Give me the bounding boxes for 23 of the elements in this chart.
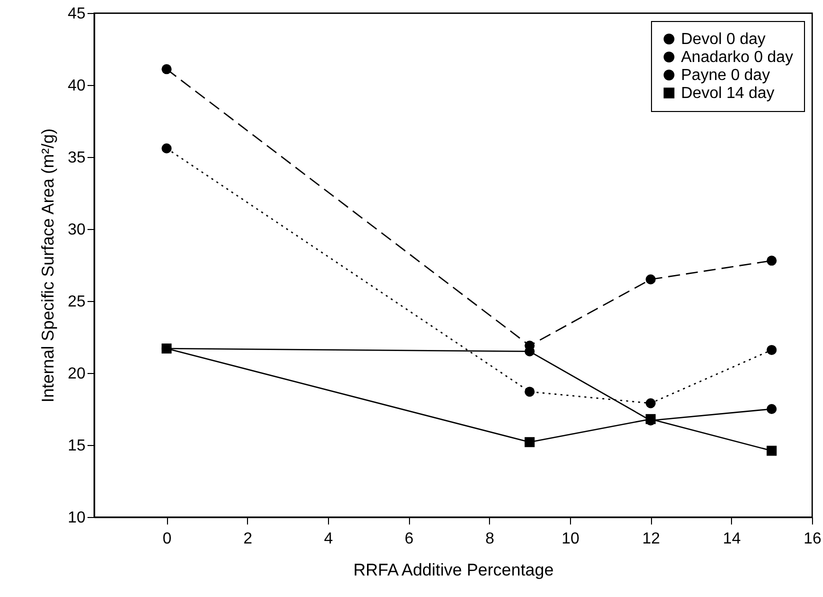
- y-tick-label: 15: [68, 438, 86, 454]
- legend-label: Devol 0 day: [681, 31, 766, 48]
- legend-label: Payne 0 day: [681, 67, 770, 84]
- legend-label: Anadarko 0 day: [681, 49, 794, 66]
- x-tick-label: 4: [324, 530, 333, 548]
- y-tick-label: 45: [68, 6, 86, 22]
- x-tick-label: 16: [804, 530, 822, 548]
- legend-label: Devol 14 day: [681, 85, 774, 102]
- x-axis-title: RRFA Additive Percentage: [353, 560, 554, 580]
- y-tick-label: 40: [68, 78, 86, 94]
- y-tick-label: 25: [68, 294, 86, 310]
- y-axis-title: Internal Specific Surface Area (m²/g): [38, 128, 58, 403]
- x-tick-label: 10: [562, 530, 580, 548]
- x-tick-label: 0: [162, 530, 172, 548]
- y-tick-label: 35: [68, 150, 86, 166]
- x-tick-label: 6: [404, 530, 414, 548]
- x-tick-label: 12: [642, 530, 660, 548]
- x-tick-label: 2: [243, 530, 252, 548]
- x-tick-label: 8: [485, 530, 494, 548]
- y-tick-label: 30: [68, 222, 86, 238]
- y-tick-label: 20: [68, 366, 86, 382]
- x-tick-label: 14: [722, 530, 741, 548]
- y-tick-label: 10: [68, 510, 86, 526]
